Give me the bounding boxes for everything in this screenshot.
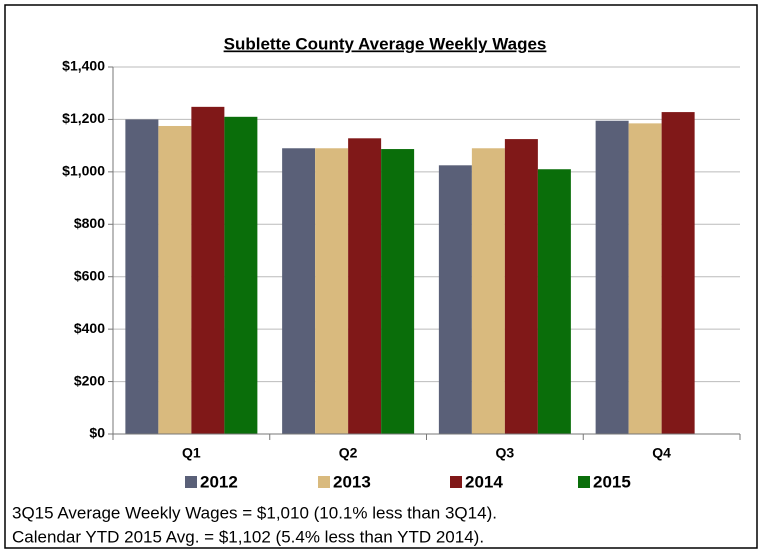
legend-swatch bbox=[578, 476, 590, 488]
bar bbox=[191, 106, 225, 435]
y-tick-label: $1,000 bbox=[62, 163, 105, 179]
bar bbox=[158, 125, 192, 434]
y-tick-label: $1,400 bbox=[62, 58, 105, 74]
bar bbox=[315, 148, 349, 434]
note: 3Q15 Average Weekly Wages = $1,010 (10.1… bbox=[12, 503, 497, 522]
bar bbox=[348, 138, 382, 434]
legend-label: 2013 bbox=[333, 472, 371, 491]
note: Calendar YTD 2015 Avg. = $1,102 (5.4% le… bbox=[12, 527, 484, 546]
legend-swatch bbox=[318, 476, 330, 488]
legend-label: 2014 bbox=[465, 472, 503, 491]
bar bbox=[282, 148, 316, 434]
chart-border bbox=[4, 4, 758, 549]
y-tick-label: $400 bbox=[74, 320, 105, 336]
bar bbox=[504, 139, 538, 434]
bar bbox=[471, 148, 505, 434]
y-tick-label: $0 bbox=[89, 425, 105, 441]
x-tick-label: Q3 bbox=[496, 445, 515, 461]
bar bbox=[595, 120, 629, 434]
bar bbox=[224, 116, 258, 435]
legend-label: 2015 bbox=[593, 472, 631, 491]
x-tick-label: Q2 bbox=[339, 445, 358, 461]
bar bbox=[381, 149, 415, 434]
legend-swatch bbox=[450, 476, 462, 488]
chart-title: Sublette County Average Weekly Wages bbox=[224, 34, 547, 53]
y-tick-label: $800 bbox=[74, 215, 105, 231]
bar bbox=[125, 119, 159, 434]
x-tick-label: Q4 bbox=[652, 445, 671, 461]
y-tick-label: $200 bbox=[74, 372, 105, 388]
bar bbox=[628, 123, 662, 434]
legend-label: 2012 bbox=[200, 472, 238, 491]
y-tick-label: $1,200 bbox=[62, 110, 105, 126]
x-tick-label: Q1 bbox=[182, 445, 201, 461]
bar bbox=[537, 169, 571, 434]
legend-swatch bbox=[185, 476, 197, 488]
bar bbox=[661, 112, 695, 435]
bar bbox=[438, 165, 472, 434]
y-tick-label: $600 bbox=[74, 267, 105, 283]
